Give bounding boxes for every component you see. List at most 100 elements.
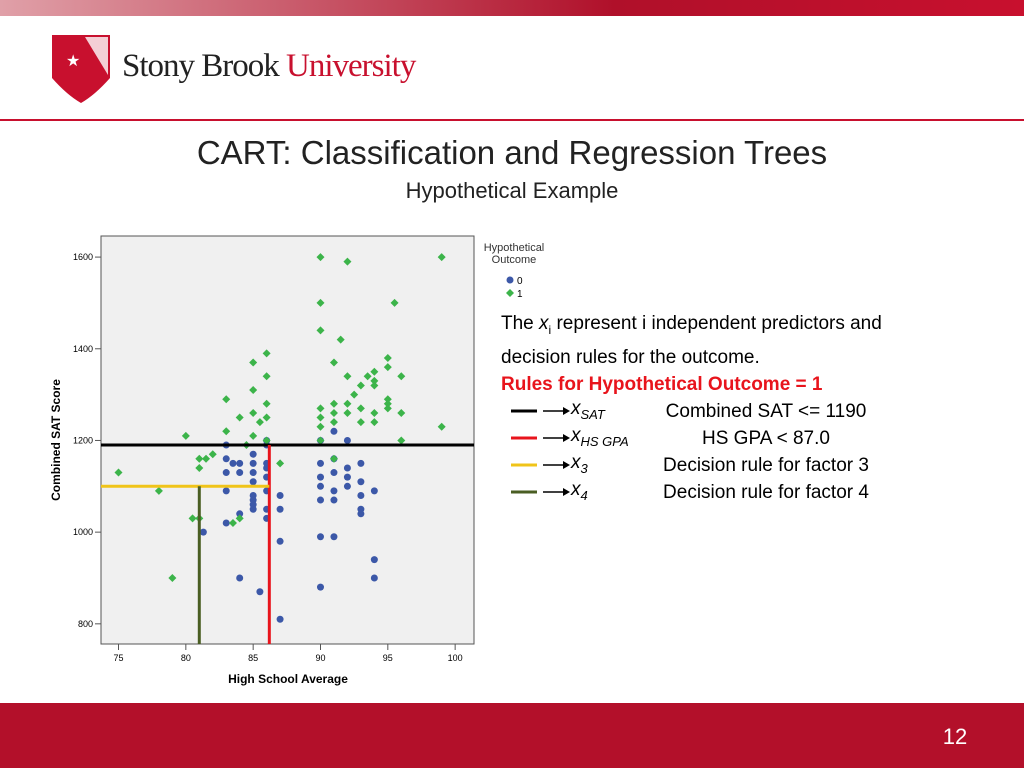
rule: x4 Decision rule for factor 4 bbox=[501, 479, 941, 506]
slide-subtitle: Hypothetical Example bbox=[405, 178, 619, 203]
y-tick-label: 800 bbox=[78, 619, 93, 629]
data-point bbox=[383, 395, 392, 404]
rule-arrowhead bbox=[563, 407, 570, 416]
legend-marker bbox=[506, 276, 514, 284]
data-point bbox=[363, 372, 372, 381]
rule-var: xSAT bbox=[571, 395, 651, 428]
data-point bbox=[330, 427, 338, 435]
data-point bbox=[329, 418, 338, 427]
data-point bbox=[249, 505, 257, 513]
data-point bbox=[343, 257, 352, 266]
data-point bbox=[222, 519, 230, 527]
data-point bbox=[316, 422, 325, 431]
rule-text: Decision rule for factor 3 bbox=[663, 454, 869, 476]
rule-subscript: SAT bbox=[580, 406, 605, 422]
data-point bbox=[256, 588, 264, 596]
rule-arrowhead bbox=[563, 461, 570, 470]
data-point bbox=[343, 482, 351, 490]
data-point bbox=[262, 436, 271, 445]
data-point bbox=[249, 358, 258, 367]
data-point bbox=[154, 486, 163, 495]
y-tick-label: 1200 bbox=[73, 435, 93, 445]
brand: Stony Brook University bbox=[122, 48, 416, 85]
rule-symbol: x bbox=[571, 451, 581, 473]
data-point bbox=[276, 615, 284, 623]
data-point bbox=[222, 487, 230, 495]
data-point bbox=[229, 459, 237, 467]
data-point bbox=[262, 372, 271, 381]
data-point bbox=[336, 335, 345, 344]
data-point bbox=[316, 413, 325, 422]
data-point bbox=[370, 487, 378, 495]
rule-subscript: 3 bbox=[580, 460, 588, 476]
data-point bbox=[316, 583, 324, 591]
data-point bbox=[249, 459, 257, 467]
y-tick-label: 1400 bbox=[73, 344, 93, 354]
data-point bbox=[370, 408, 379, 417]
x-tick-label: 95 bbox=[383, 653, 393, 663]
data-point bbox=[356, 418, 365, 427]
data-point bbox=[236, 469, 244, 477]
rule: xHS GPA HS GPA < 87.0 bbox=[501, 425, 941, 452]
data-point bbox=[350, 390, 359, 399]
data-point bbox=[357, 491, 365, 499]
x-tick-label: 85 bbox=[248, 653, 258, 663]
data-point bbox=[370, 376, 379, 385]
data-point bbox=[343, 473, 351, 481]
rule-var: x4 bbox=[571, 476, 651, 509]
data-point bbox=[316, 298, 325, 307]
data-point bbox=[181, 431, 190, 440]
rule-icon bbox=[511, 488, 570, 497]
data-point bbox=[276, 505, 284, 513]
rule-text: Combined SAT <= 1190 bbox=[665, 400, 867, 422]
data-point bbox=[370, 556, 378, 564]
note-var: x bbox=[539, 313, 549, 334]
slide-title: CART: Classification and Regression Tree… bbox=[196, 134, 828, 171]
data-point bbox=[390, 298, 399, 307]
rule-symbol: x bbox=[571, 478, 581, 500]
data-point bbox=[383, 353, 392, 362]
rule-var: xHS GPA bbox=[571, 422, 651, 455]
rule-subscript: HS GPA bbox=[580, 433, 629, 449]
data-point bbox=[343, 408, 352, 417]
data-point bbox=[330, 533, 338, 541]
chart: Combined SAT Score High School Average 8… bbox=[49, 235, 523, 686]
data-point bbox=[316, 436, 325, 445]
rule-var: x3 bbox=[571, 449, 651, 482]
data-point bbox=[370, 381, 379, 390]
data-point bbox=[330, 487, 338, 495]
note-sub: i bbox=[548, 322, 552, 337]
data-point bbox=[195, 454, 204, 463]
data-point bbox=[370, 418, 379, 427]
data-point bbox=[316, 404, 325, 413]
data-point bbox=[329, 408, 338, 417]
x-tick-label: 80 bbox=[181, 653, 191, 663]
data-point bbox=[249, 469, 257, 477]
data-point bbox=[316, 533, 324, 541]
plot-area bbox=[100, 235, 475, 645]
svg-text:★: ★ bbox=[66, 53, 80, 70]
rules-heading: Rules for Hypothetical Outcome = 1 bbox=[501, 373, 823, 395]
data-point bbox=[236, 510, 244, 518]
data-point bbox=[262, 399, 271, 408]
data-point bbox=[370, 574, 378, 582]
data-point bbox=[276, 537, 284, 545]
data-point bbox=[262, 349, 271, 358]
data-point bbox=[262, 413, 271, 422]
data-point bbox=[236, 459, 244, 467]
data-point bbox=[316, 253, 325, 262]
data-point bbox=[208, 450, 217, 459]
rule-arrowhead bbox=[563, 488, 570, 497]
data-point bbox=[397, 436, 406, 445]
y-tick-label: 1600 bbox=[73, 252, 93, 262]
rule-symbol: x bbox=[571, 424, 581, 446]
rule-subscript: 4 bbox=[580, 487, 588, 503]
data-point bbox=[356, 381, 365, 390]
data-point bbox=[329, 399, 338, 408]
x-axis-title: High School Average bbox=[228, 672, 348, 686]
rule-text: Decision rule for factor 4 bbox=[663, 481, 869, 503]
rule-icon bbox=[511, 434, 570, 443]
data-point bbox=[222, 455, 230, 463]
data-point bbox=[199, 528, 207, 536]
